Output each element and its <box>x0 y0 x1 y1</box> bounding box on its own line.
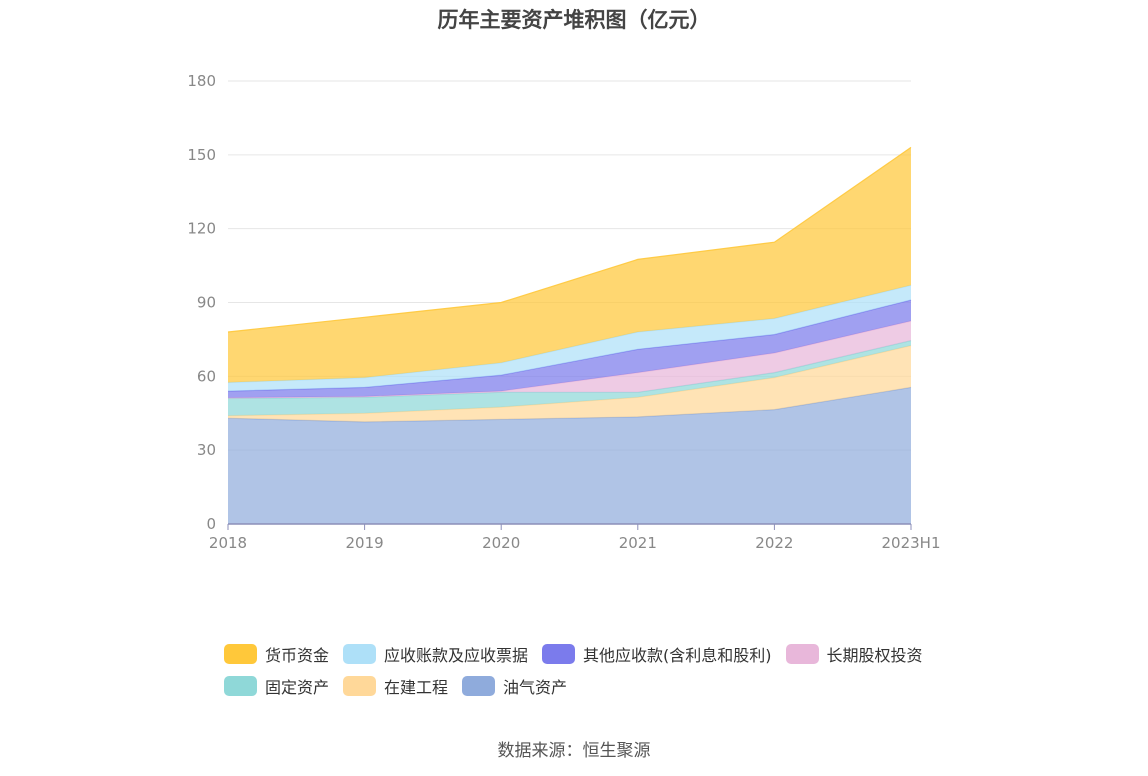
x-tick-label: 2023H1 <box>882 534 941 552</box>
legend-swatch <box>542 644 576 664</box>
x-tick-label: 2022 <box>755 534 793 552</box>
y-tick-label: 90 <box>197 294 216 312</box>
legend-swatch <box>343 676 377 696</box>
series-area-1 <box>228 345 911 422</box>
legend-label: 应收账款及应收票据 <box>384 646 529 665</box>
legend-item[interactable]: 在建工程 <box>343 674 448 698</box>
x-tick-label: 2018 <box>209 534 247 552</box>
legend-row-2: 固定资产 在建工程 油气资产 <box>224 670 984 702</box>
legend-item[interactable]: 油气资产 <box>462 674 567 698</box>
series-area-4 <box>228 300 911 398</box>
legend: 货币资金 应收账款及应收票据 其他应收款(含利息和股利) 长期股权投资 固定资产 在建工… <box>224 638 984 702</box>
legend-item[interactable]: 货币资金 <box>224 642 329 666</box>
legend-item[interactable]: 固定资产 <box>224 674 329 698</box>
legend-swatch <box>343 644 377 664</box>
series-line-6 <box>227 146 912 333</box>
series-area-3 <box>228 321 911 399</box>
series-area-6 <box>228 147 911 383</box>
x-tick-label: 2020 <box>482 534 520 552</box>
y-tick-label: 60 <box>197 367 216 385</box>
y-tick-label: 0 <box>206 515 216 533</box>
axis-layer: 0 30 60 90 120 150 180 2018 2019 2020 2021 2022 2023… <box>187 72 940 552</box>
legend-label: 固定资产 <box>265 678 330 697</box>
legend-label: 油气资产 <box>503 678 568 697</box>
series-area-2 <box>228 340 911 416</box>
legend-item[interactable]: 长期股权投资 <box>785 642 923 666</box>
area-layer <box>227 146 912 524</box>
legend-row-1: 货币资金 应收账款及应收票据 其他应收款(含利息和股利) 长期股权投资 <box>224 638 984 670</box>
stacked-area-chart: 0 30 60 90 120 150 180 2018 2019 2020 2021 2022 2023… <box>187 72 940 552</box>
legend-label: 货币资金 <box>265 646 330 665</box>
legend-item[interactable]: 其他应收款(含利息和股利) <box>542 642 772 666</box>
legend-swatch <box>224 644 257 664</box>
legend-label: 在建工程 <box>384 678 449 697</box>
source-note: 数据来源：恒生聚源 <box>497 741 651 761</box>
y-tick-label: 180 <box>187 72 216 90</box>
legend-item[interactable]: 应收账款及应收票据 <box>343 642 528 666</box>
legend-swatch <box>785 644 819 664</box>
legend-label: 长期股权投资 <box>826 646 923 665</box>
legend-swatch <box>462 676 496 696</box>
chart-title: 历年主要资产堆积图（亿元） <box>437 8 711 32</box>
y-tick-label: 30 <box>197 441 216 459</box>
legend-swatch <box>224 676 257 696</box>
x-tick-label: 2019 <box>346 534 384 552</box>
legend-label: 其他应收款(含利息和股利) <box>583 646 772 665</box>
x-tick-label: 2021 <box>619 534 657 552</box>
y-tick-label: 150 <box>187 146 216 164</box>
y-tick-label: 120 <box>187 220 216 238</box>
